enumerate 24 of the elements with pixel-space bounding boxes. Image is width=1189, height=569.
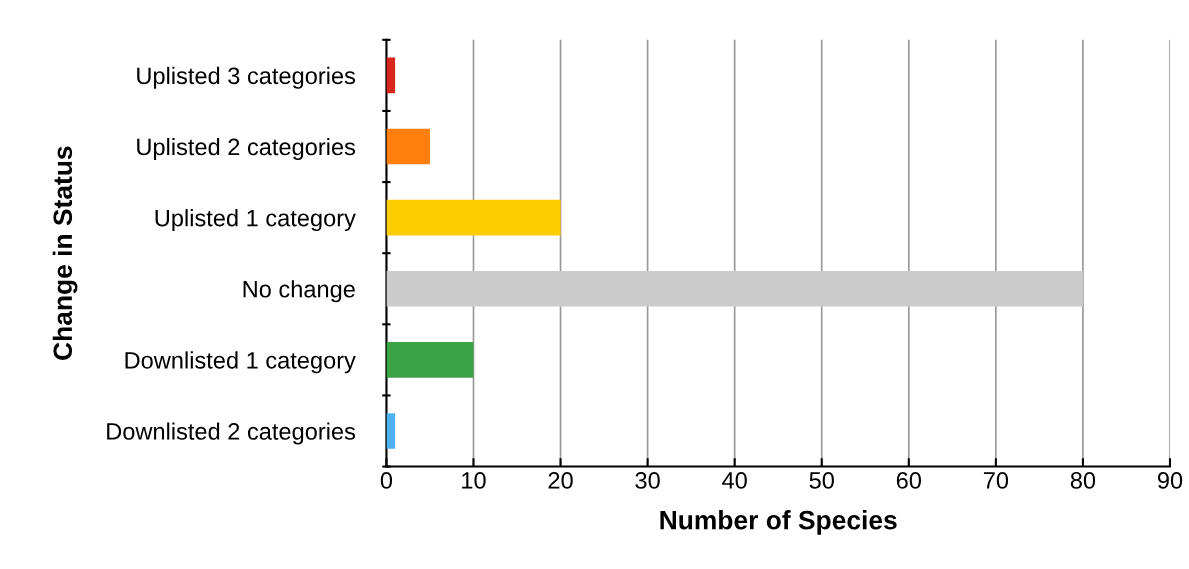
x-tick-label: 70	[983, 472, 1009, 489]
x-axis-title: Number of Species	[660, 510, 897, 535]
y-tick-label: No change	[243, 280, 355, 303]
x-tick-label: 0	[380, 472, 393, 489]
bar	[386, 270, 1083, 307]
bar	[386, 342, 474, 378]
x-tick-label: 50	[809, 472, 834, 489]
x-tick-label: 60	[896, 472, 921, 489]
bar	[386, 128, 430, 165]
x-tick-label: 40	[722, 472, 747, 489]
y-tick-label: Downlisted 1 category	[125, 351, 356, 374]
bar	[386, 57, 396, 94]
y-axis-title: Change in Status	[52, 146, 78, 360]
y-tick-label: Uplisted 3 categories	[137, 66, 356, 89]
bar	[386, 413, 396, 449]
y-tick-label: Uplisted 1 category	[155, 209, 356, 232]
y-tick-label: Downlisted 2 categories	[107, 422, 356, 445]
y-tick-label: Uplisted 2 categories	[137, 137, 356, 160]
x-tick-label: 20	[548, 472, 573, 489]
x-tick-label: 90	[1157, 472, 1183, 489]
bar	[386, 199, 561, 236]
x-tick-label: 30	[635, 472, 660, 489]
x-tick-label: 80	[1070, 472, 1096, 489]
x-tick-label: 10	[462, 472, 486, 489]
